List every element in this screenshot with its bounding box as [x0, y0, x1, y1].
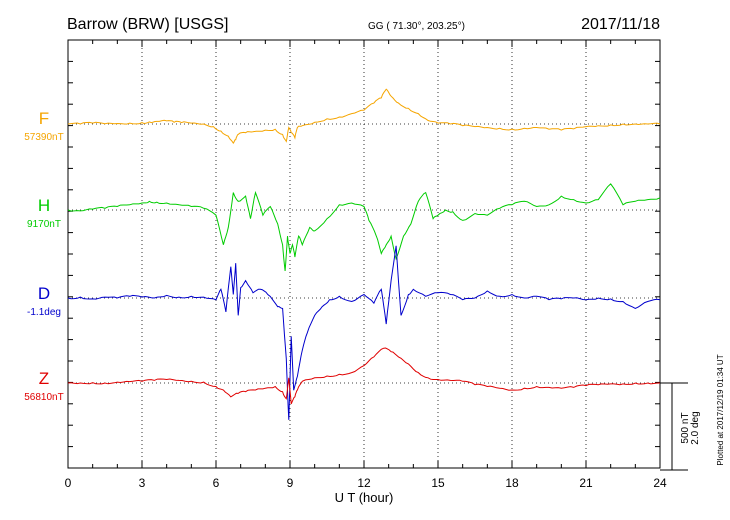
x-tick-label: 9 [287, 476, 294, 490]
x-tick-labels: 0 3 6 9 12 15 18 21 24 [65, 476, 667, 490]
series-baseline-z: 56810nT [24, 392, 63, 403]
trace-h [67, 183, 661, 271]
x-tick-label: 0 [65, 476, 72, 490]
grid [141, 40, 587, 468]
x-tick-label: 6 [213, 476, 220, 490]
trace-f [67, 88, 661, 144]
coordinates-label: GG ( 71.30°, 203.25°) [368, 21, 465, 32]
x-tick-label: 18 [505, 476, 519, 490]
x-tick-label: 3 [139, 476, 146, 490]
station-title: Barrow (BRW) [USGS] [67, 16, 229, 33]
axis-ticks [67, 40, 661, 469]
trace-d [67, 245, 661, 420]
x-tick-label: 12 [357, 476, 371, 490]
traces [67, 88, 661, 420]
date-label: 2017/11/18 [581, 16, 660, 33]
scale-bar-nt-label: 500 nT [680, 412, 691, 443]
series-name-h: H [38, 196, 50, 215]
series-baseline-h: 9170nT [27, 219, 61, 230]
scale-bar-deg-label: 2.0 deg [690, 411, 701, 444]
x-axis-label: U T (hour) [335, 490, 394, 505]
plotted-timestamp: Plotted at 2017/12/19 01:34 UT [716, 354, 725, 465]
scale-bar: 500 nT 2.0 deg [660, 382, 701, 471]
trace-z [67, 347, 661, 405]
series-name-d: D [38, 284, 50, 303]
x-tick-label: 21 [579, 476, 593, 490]
x-tick-label: 15 [431, 476, 445, 490]
x-tick-label: 24 [653, 476, 667, 490]
series-baseline-f: 57390nT [24, 132, 63, 143]
series-baseline-d: -1.1deg [27, 307, 61, 318]
baselines [68, 123, 660, 384]
series-name-f: F [39, 109, 49, 128]
series-name-z: Z [39, 369, 49, 388]
series-labels: F 57390nT H 9170nT D -1.1deg Z 56810nT [24, 109, 63, 403]
